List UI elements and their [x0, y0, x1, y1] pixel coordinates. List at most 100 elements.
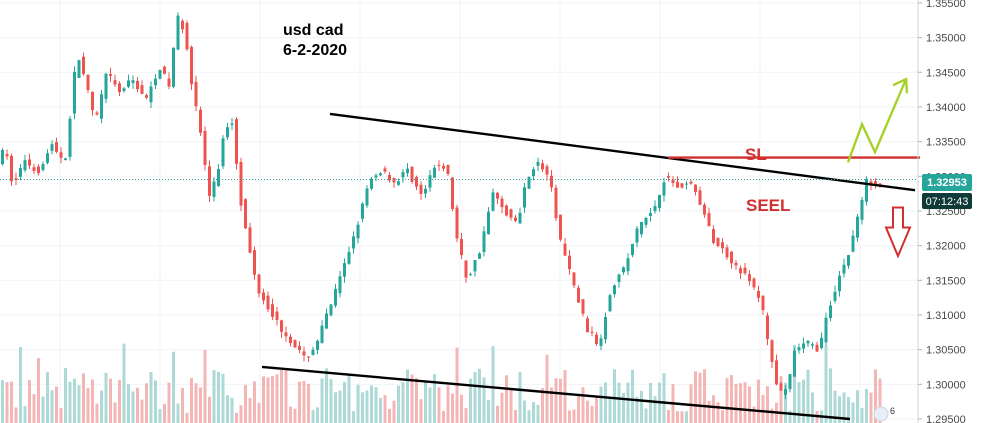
candle-body — [122, 88, 126, 91]
candle-body — [77, 60, 81, 78]
volume-bar — [32, 394, 36, 423]
candle-body — [433, 167, 436, 178]
y-tick-label: 1.31500 — [926, 275, 966, 287]
volume-bar — [253, 381, 256, 423]
volume-bar — [82, 373, 85, 423]
candle-body — [851, 235, 855, 252]
volume-bar — [352, 411, 355, 423]
volume-bar — [140, 399, 144, 423]
volume-bar — [667, 409, 670, 423]
volume-bar — [226, 395, 229, 423]
candle-body — [761, 295, 765, 311]
candle-body — [293, 339, 297, 348]
volume-bar — [865, 388, 868, 423]
volume-bar — [59, 408, 63, 423]
volume-bar — [460, 394, 463, 423]
candle-body — [514, 217, 517, 221]
candle-body — [1, 149, 4, 165]
candle-body — [680, 183, 684, 188]
volume-bar — [613, 369, 616, 423]
y-tick-label: 1.30000 — [926, 379, 966, 391]
candle-body — [203, 130, 207, 165]
candle-body — [568, 255, 571, 270]
candle-body — [536, 161, 540, 166]
candlesticks — [1, 12, 882, 400]
volume-bar — [716, 402, 720, 423]
volume-bar — [788, 410, 792, 423]
volume-bar — [289, 406, 292, 423]
candle-body — [149, 86, 153, 103]
volume-bar — [194, 383, 198, 423]
candle-body — [752, 278, 756, 288]
volume-bar — [316, 407, 319, 423]
badge: 6 — [873, 406, 895, 422]
volume-bar — [397, 385, 400, 423]
candle-body — [370, 178, 373, 189]
volume-bar — [707, 400, 711, 423]
volume-bar — [739, 383, 742, 423]
candle-body — [500, 198, 504, 208]
candle-body — [685, 183, 688, 185]
candle-body — [64, 158, 67, 161]
volume-bar — [676, 411, 679, 423]
volume-bar — [280, 370, 283, 423]
volume-bar — [721, 409, 724, 423]
candle-body — [392, 178, 396, 183]
candle-body — [878, 183, 882, 186]
y-tick-label: 1.30500 — [926, 345, 966, 357]
candle-body — [757, 290, 760, 298]
volume-bar — [622, 392, 625, 423]
y-tick-label: 1.35000 — [926, 33, 966, 45]
volume-bar — [608, 396, 612, 423]
candle-body — [622, 267, 625, 273]
volume-bar — [541, 388, 544, 423]
candle-body — [662, 182, 666, 196]
candle-body — [383, 168, 387, 172]
candle-body — [320, 325, 324, 344]
candle-body — [154, 78, 157, 86]
candle-body — [487, 211, 490, 235]
volume-bar — [203, 349, 207, 423]
candle-body — [415, 177, 418, 187]
candle-body — [698, 190, 702, 205]
volume-bar — [73, 378, 76, 423]
y-tick-label: 1.33500 — [926, 137, 966, 149]
candle-body — [748, 274, 751, 282]
volume-bar — [217, 371, 220, 423]
volume-bar — [221, 373, 225, 423]
candle-body — [671, 179, 675, 184]
candle-body — [478, 253, 481, 259]
candle-body — [325, 313, 328, 329]
volume-bar — [806, 369, 810, 423]
candle-body — [172, 47, 175, 87]
candle-body — [586, 318, 589, 333]
candle-body — [833, 291, 837, 301]
volume-bar — [122, 343, 126, 423]
candle-body — [829, 305, 832, 319]
candle-body — [226, 127, 229, 138]
volume-bar — [469, 378, 472, 423]
volume-bar — [419, 399, 423, 423]
volume-bar — [595, 395, 598, 423]
candle-body — [545, 166, 549, 175]
candle-body — [298, 345, 301, 350]
volume-bar — [563, 370, 567, 423]
trend-lines — [0, 77, 920, 421]
candle-body — [212, 181, 216, 197]
candle-body — [428, 175, 432, 188]
volume-bar — [383, 395, 387, 423]
candle-body — [784, 389, 787, 395]
candle-body — [95, 112, 99, 115]
candle-body — [307, 356, 310, 358]
candle-body — [658, 194, 661, 209]
volume-bar — [653, 396, 657, 423]
candle-body — [689, 181, 693, 184]
countdown-tag: 07:12:43 — [922, 193, 972, 209]
candle-body — [302, 351, 306, 356]
candle-body — [176, 15, 180, 50]
volume-bar — [640, 390, 643, 423]
volume-bar — [104, 372, 108, 423]
candle-body — [118, 83, 121, 93]
volume-bar — [271, 375, 274, 423]
